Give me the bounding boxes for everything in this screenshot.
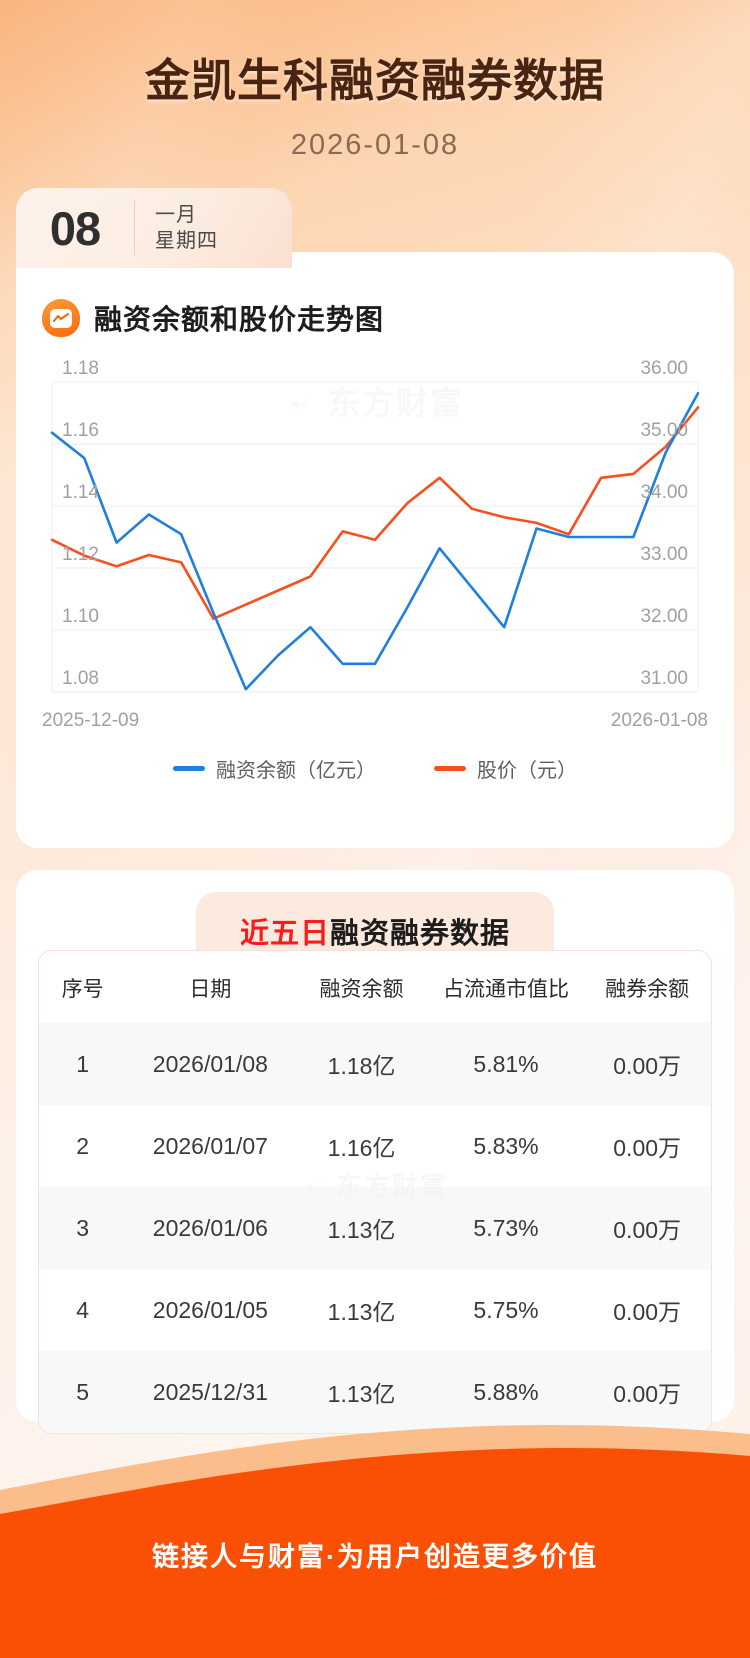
chart-left-tick: 1.18 xyxy=(62,358,99,379)
table-body: 1 2026/01/08 1.18亿 5.81% 0.00万 2 2026/01/07 1.1… xyxy=(39,1023,711,1433)
watermark-chart: 东方财富 xyxy=(286,378,464,424)
cell-ratio: 5.73% xyxy=(473,1214,539,1241)
cell-financing: 1.13亿 xyxy=(327,1299,396,1325)
column-header-securities: 融券余额 xyxy=(583,951,711,1023)
cell-index: 4 xyxy=(76,1296,90,1323)
cell-financing: 1.13亿 xyxy=(327,1381,396,1407)
cell-ratio: 5.88% xyxy=(473,1378,539,1405)
legend-item-price: 股价（元） xyxy=(434,754,577,783)
cell-securities: 0.00万 xyxy=(613,1135,682,1161)
chart-left-tick: 1.12 xyxy=(62,544,99,565)
cell-date: 2026/01/07 xyxy=(152,1132,268,1159)
table-row: 2 2026/01/07 1.16亿 5.83% 0.00万 xyxy=(39,1105,711,1187)
chart-right-tick: 32.00 xyxy=(640,606,688,627)
cell-date: 2026/01/08 xyxy=(152,1050,268,1077)
chart-x-label-end: 2026-01-08 xyxy=(610,710,708,731)
header-date: 2026-01-08 xyxy=(290,129,460,161)
chart-right-tick: 34.00 xyxy=(640,482,688,503)
chart-right-tick: 35.00 xyxy=(640,420,688,441)
date-chip-day: 08 xyxy=(49,201,101,255)
chart-right-tick: 36.00 xyxy=(640,358,688,379)
cell-securities: 0.00万 xyxy=(613,1299,682,1325)
data-table-container: 序号 日期 融资余额 占流通市值比 融券余额 1 2026/01/08 1.18亿 5… xyxy=(38,950,712,1434)
cell-index: 1 xyxy=(76,1050,90,1077)
chart-left-tick: 1.14 xyxy=(62,482,99,503)
cell-financing: 1.16亿 xyxy=(327,1135,396,1161)
table-row: 4 2026/01/05 1.13亿 5.75% 0.00万 xyxy=(39,1269,711,1351)
cell-securities: 0.00万 xyxy=(613,1217,682,1243)
cell-date: 2026/01/06 xyxy=(152,1214,268,1241)
watermark-text: 东方财富 xyxy=(328,385,465,421)
date-chip: 08 一月 星期四 xyxy=(16,188,292,268)
cell-index: 3 xyxy=(76,1214,90,1241)
chart-right-tick: 33.00 xyxy=(640,544,688,565)
page-title: 金凯生科融资融券数据 xyxy=(144,55,605,106)
table-header-row: 序号 日期 融资余额 占流通市值比 融券余额 xyxy=(39,951,711,1023)
chart-x-label-start: 2025-12-09 xyxy=(42,710,140,731)
cell-ratio: 5.83% xyxy=(473,1132,539,1159)
page-footer: 链接人与财富·为用户创造更多价值 xyxy=(0,1398,750,1658)
chart-card-header: 融资余额和股价走势图 xyxy=(16,252,734,338)
date-chip-month: 一月 xyxy=(155,203,197,226)
cell-securities: 0.00万 xyxy=(613,1381,682,1407)
cell-financing: 1.13亿 xyxy=(327,1217,396,1243)
legend-swatch-price xyxy=(434,766,466,771)
column-header-date: 日期 xyxy=(126,951,295,1023)
table-badge-highlight: 近五日 xyxy=(239,918,330,950)
legend-label-financing: 融资余额（亿元） xyxy=(216,760,376,782)
cell-ratio: 5.75% xyxy=(473,1296,539,1323)
cell-securities: 0.00万 xyxy=(613,1053,682,1079)
date-chip-weekday: 星期四 xyxy=(155,230,218,252)
legend-label-price: 股价（元） xyxy=(477,760,577,782)
chart-svg xyxy=(50,381,700,693)
table-row: 5 2025/12/31 1.13亿 5.88% 0.00万 xyxy=(39,1351,711,1433)
trend-chart-icon xyxy=(42,299,80,337)
column-header-financing: 融资余额 xyxy=(294,951,429,1023)
footer-slogan: 链接人与财富·为用户创造更多价值 xyxy=(152,1542,598,1572)
table-row: 3 2026/01/06 1.13亿 5.73% 0.00万 xyxy=(39,1187,711,1269)
table-row: 1 2026/01/08 1.18亿 5.81% 0.00万 xyxy=(39,1023,711,1105)
cell-date: 2026/01/05 xyxy=(152,1296,268,1323)
table-badge-rest: 融资融券数据 xyxy=(330,918,511,950)
cell-ratio: 5.81% xyxy=(473,1050,539,1077)
chart-legend: 融资余额（亿元） 股价（元） xyxy=(16,754,734,783)
legend-swatch-financing xyxy=(173,766,205,771)
date-chip-text: 一月 星期四 xyxy=(135,202,218,255)
cell-index: 5 xyxy=(76,1378,90,1405)
column-header-ratio: 占流通市值比 xyxy=(428,951,584,1023)
column-header-index: 序号 xyxy=(39,951,127,1023)
chart-card: 融资余额和股价走势图 东方财富 1.08 1.10 1.12 1.14 1.16 1.18… xyxy=(16,252,734,848)
chart-left-tick: 1.10 xyxy=(62,606,99,627)
chart-right-tick: 31.00 xyxy=(640,668,688,689)
margin-trading-table: 序号 日期 融资余额 占流通市值比 融券余额 1 2026/01/08 1.18亿 5… xyxy=(39,951,711,1433)
cell-index: 2 xyxy=(76,1132,90,1159)
chart-left-tick: 1.08 xyxy=(62,668,99,689)
page-header: 金凯生科融资融券数据 2026-01-08 xyxy=(0,0,750,162)
date-chip-divider xyxy=(134,201,135,255)
cell-financing: 1.18亿 xyxy=(327,1053,396,1079)
legend-item-financing: 融资余额（亿元） xyxy=(173,754,376,783)
chart-plot-area: 东方财富 1.08 1.10 1.12 1.14 1.16 1.18 31.00 32.00… xyxy=(16,358,734,738)
chart-left-tick: 1.16 xyxy=(62,420,99,441)
chart-title: 融资余额和股价走势图 xyxy=(94,304,385,335)
cell-date: 2025/12/31 xyxy=(152,1378,268,1405)
